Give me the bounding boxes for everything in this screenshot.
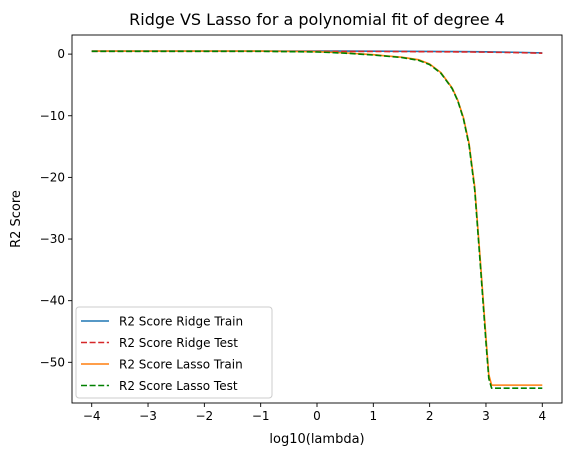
legend-label-1: R2 Score Ridge Train <box>119 315 243 329</box>
x-tick-label: 4 <box>538 409 546 423</box>
legend-label-2: R2 Score Ridge Test <box>119 336 238 350</box>
y-tick-label: −10 <box>40 109 65 123</box>
y-tick-label: −30 <box>40 232 65 246</box>
x-tick-label: 3 <box>482 409 490 423</box>
x-axis-label: log10(lambda) <box>269 432 364 447</box>
x-tick-label: 2 <box>426 409 434 423</box>
x-tick-label: 1 <box>370 409 378 423</box>
legend-label-3: R2 Score Lasso Train <box>119 358 243 372</box>
chart-title: Ridge VS Lasso for a polynomial fit of d… <box>129 10 505 29</box>
y-tick-label: −20 <box>40 170 65 184</box>
y-tick-label: 0 <box>57 47 65 61</box>
y-tick-label: −40 <box>40 294 65 308</box>
y-tick-label: −50 <box>40 355 65 369</box>
x-tick-label: −2 <box>196 409 214 423</box>
legend: R2 Score Ridge Train R2 Score Ridge Test R… <box>75 306 273 399</box>
x-tick-label: −3 <box>139 409 157 423</box>
x-tick-label: −4 <box>83 409 101 423</box>
y-axis-label: R2 Score <box>9 190 24 248</box>
x-tick-label: −1 <box>252 409 270 423</box>
x-tick-label: 0 <box>313 409 321 423</box>
series-line-4 <box>91 50 543 390</box>
legend-label-4: R2 Score Lasso Test <box>119 379 238 393</box>
series-group <box>91 50 543 390</box>
legend-box <box>75 306 273 399</box>
